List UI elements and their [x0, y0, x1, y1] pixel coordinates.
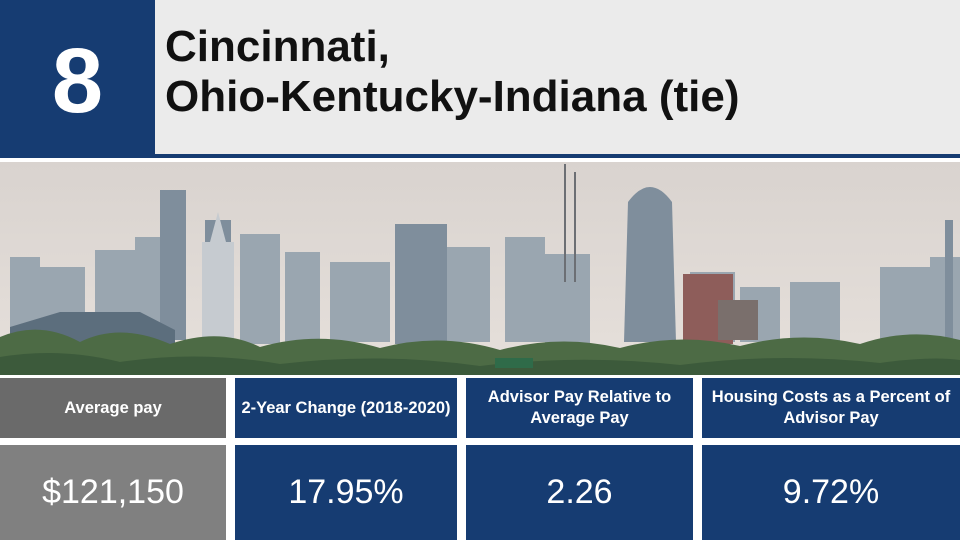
stat-value-two-year-change: 17.95% — [235, 445, 457, 540]
stat-header-average-pay: Average pay — [0, 378, 226, 438]
stat-value-housing-costs: 9.72% — [702, 445, 960, 540]
skyline-photo — [0, 162, 960, 375]
stat-header-advisor-pay-relative: Advisor Pay Relative to Average Pay — [466, 378, 693, 438]
title-banner: Cincinnati, Ohio-Kentucky-Indiana (tie) — [155, 0, 960, 158]
rank-number: 8 — [51, 30, 104, 132]
title-line-city: Cincinnati, — [165, 22, 390, 71]
title-line-region: Ohio-Kentucky-Indiana (tie) — [165, 72, 740, 121]
stat-header-housing-costs: Housing Costs as a Percent of Advisor Pa… — [702, 378, 960, 438]
rank-badge: 8 — [0, 0, 155, 158]
stats-table: Average pay 2-Year Change (2018-2020) Ad… — [0, 375, 960, 540]
stat-value-advisor-pay-relative: 2.26 — [466, 445, 693, 540]
stat-header-two-year-change: 2-Year Change (2018-2020) — [235, 378, 457, 438]
stat-value-average-pay: $121,150 — [0, 445, 226, 540]
